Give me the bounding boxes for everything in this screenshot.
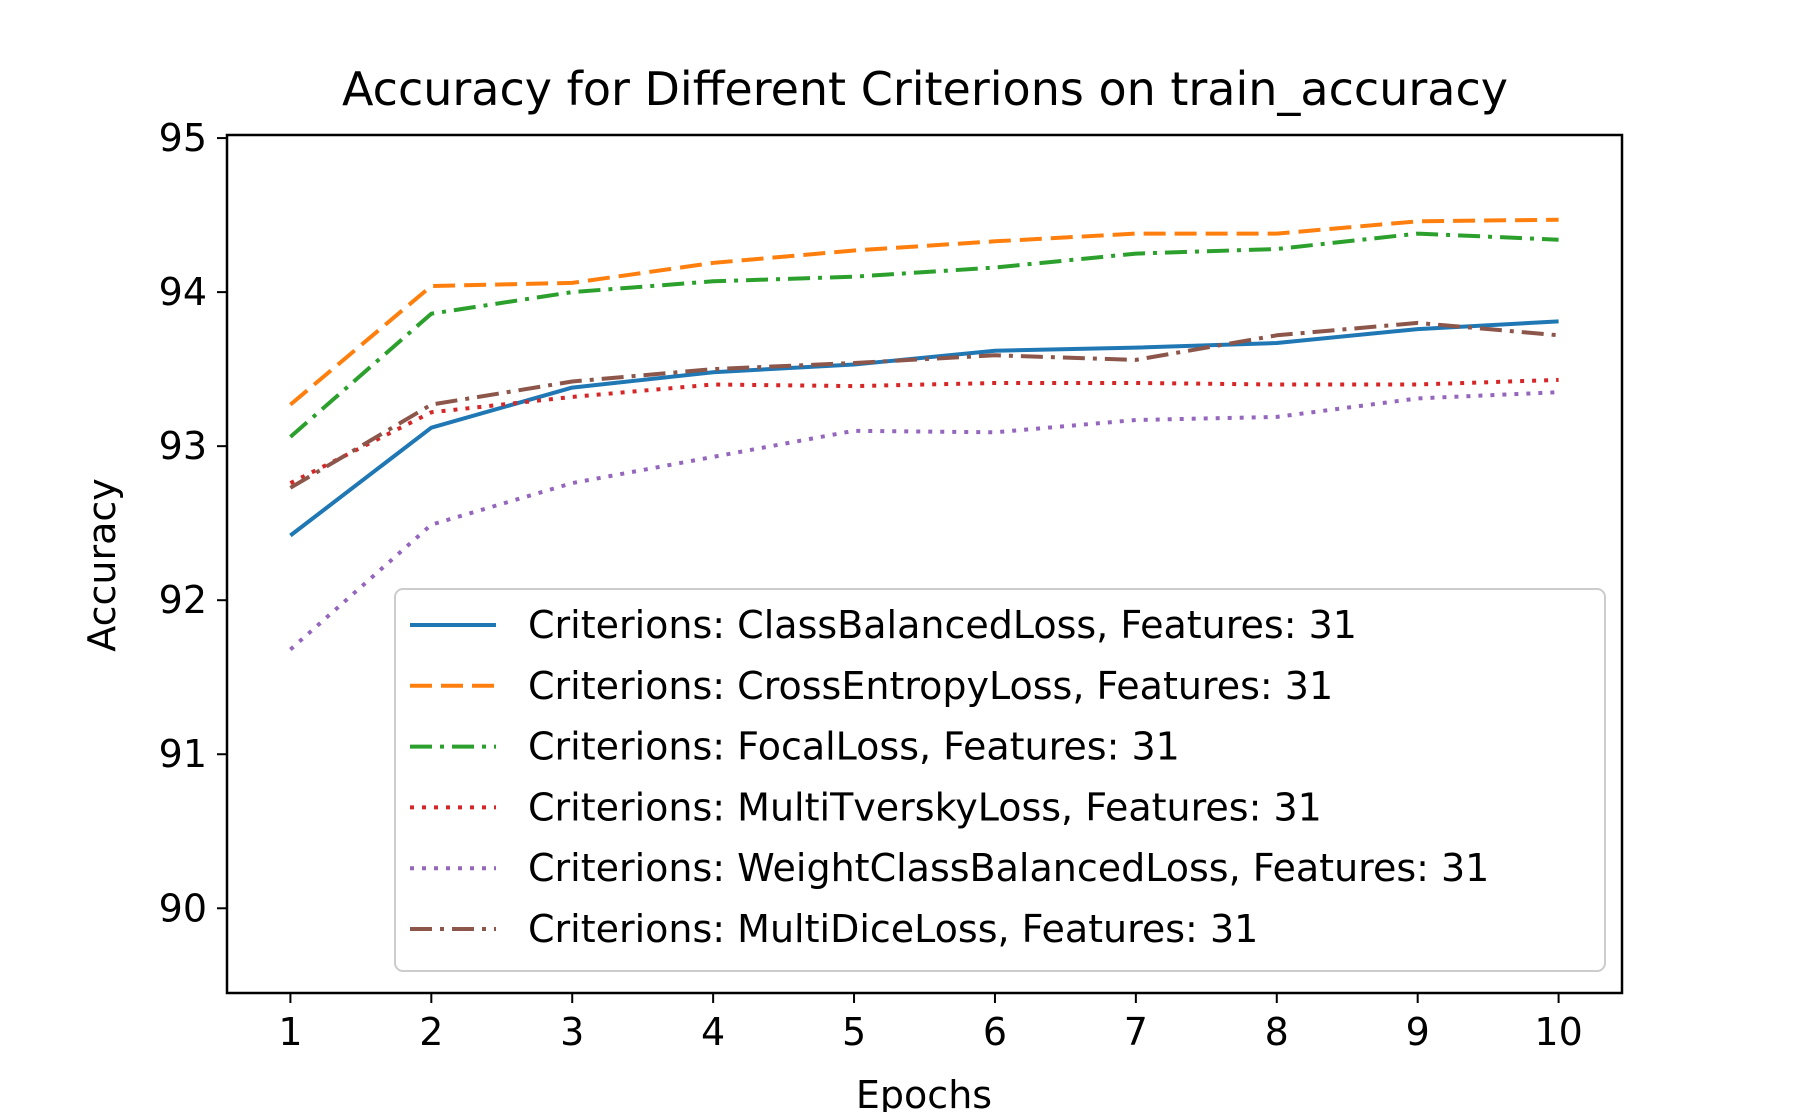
series-line-1	[289, 319, 1559, 538]
x-axis-ticks: 1 2 3 4 5 6 7 8 9 10	[278, 993, 1583, 1054]
y-axis-label: Accuracy	[80, 478, 124, 652]
legend-label-6: Criterions: MultiDiceLoss, Features: 31	[528, 907, 1258, 951]
chart-title: Accuracy for Different Criterions on tra…	[342, 62, 1508, 116]
y-tick-label: 93	[159, 424, 207, 468]
x-tick-label: 4	[701, 1010, 725, 1054]
legend-label-5: Criterions: WeightClassBalancedLoss, Fea…	[528, 846, 1489, 890]
series-line-3	[289, 231, 1559, 439]
x-tick-label: 1	[278, 1010, 302, 1054]
legend-label-1: Criterions: ClassBalancedLoss, Features:…	[528, 603, 1357, 647]
y-axis-ticks: 90 91 92 93 94 95	[159, 116, 227, 930]
x-tick-label: 7	[1124, 1010, 1148, 1054]
y-tick-label: 91	[159, 732, 207, 776]
x-tick-label: 2	[419, 1010, 443, 1054]
y-tick-label: 95	[159, 116, 207, 160]
series-layer	[289, 217, 1559, 651]
y-tick-label: 92	[159, 578, 207, 622]
legend-label-2: Criterions: CrossEntropyLoss, Features: …	[528, 664, 1333, 708]
legend-box	[394, 588, 1606, 972]
legend-label-4: Criterions: MultiTverskyLoss, Features: …	[528, 785, 1322, 829]
y-tick-label: 90	[159, 886, 207, 930]
y-tick-label: 94	[159, 270, 207, 314]
series-line-5	[289, 390, 1559, 651]
x-tick-label: 10	[1534, 1010, 1582, 1054]
x-axis-label: Epochs	[856, 1073, 992, 1112]
legend-label-3: Criterions: FocalLoss, Features: 31	[528, 725, 1180, 769]
x-tick-label: 3	[560, 1010, 584, 1054]
x-tick-label: 5	[842, 1010, 866, 1054]
x-tick-label: 6	[983, 1010, 1007, 1054]
series-line-2	[289, 217, 1559, 407]
x-tick-label: 8	[1265, 1010, 1289, 1054]
x-tick-label: 9	[1406, 1010, 1430, 1054]
series-line-4	[289, 377, 1559, 485]
plot-frame	[225, 133, 1624, 995]
legend: Criterions: ClassBalancedLoss, Features:…	[394, 588, 1606, 972]
